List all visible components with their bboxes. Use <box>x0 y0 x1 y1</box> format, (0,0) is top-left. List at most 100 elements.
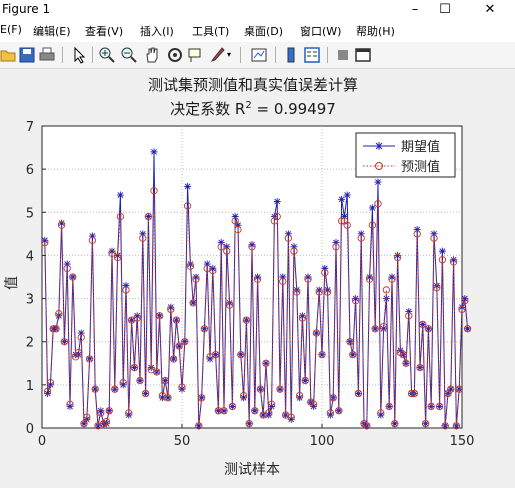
series-2-point <box>315 288 323 296</box>
menu-tools[interactable]: 工具(T) <box>192 25 230 38</box>
series-2-point <box>189 299 197 307</box>
series-2-point <box>427 402 435 411</box>
series-1-point <box>198 394 206 402</box>
series-2-point <box>301 376 309 385</box>
series-1-point <box>396 346 404 354</box>
series-2-point <box>46 379 55 387</box>
colorbar-icon[interactable] <box>282 46 300 64</box>
pan-icon[interactable] <box>143 46 161 64</box>
zoom-out-icon[interactable] <box>120 46 138 64</box>
x-tick-label: 100 <box>310 434 335 449</box>
y-axis-label: 值 <box>4 276 20 290</box>
folder-open-icon[interactable] <box>0 46 18 64</box>
save-icon[interactable] <box>18 46 36 64</box>
series-1-point <box>91 385 99 393</box>
series-1-point <box>461 295 469 303</box>
series-2-point <box>223 247 231 255</box>
series-1-point <box>324 286 332 294</box>
menu-view[interactable]: 查看(V) <box>85 25 124 38</box>
series-2-point <box>279 277 287 285</box>
series-2-point <box>379 322 388 331</box>
series-2-point <box>363 422 371 430</box>
series-2-point <box>298 314 307 322</box>
series-1-point <box>161 377 169 385</box>
series-2-point <box>385 402 393 411</box>
menu-help[interactable]: 帮助(H) <box>356 25 395 38</box>
series-2-point <box>377 409 385 417</box>
series-2-point <box>382 286 391 294</box>
pointer-icon[interactable] <box>70 46 88 64</box>
legend[interactable]: 期望值 预测值 <box>355 132 456 178</box>
menu-insert[interactable]: 插入(I) <box>140 25 174 38</box>
series-2-point <box>136 376 144 385</box>
figure-canvas: 测试集预测值和真实值误差计算 决定系数 R2 = 0.99497 0 50 100 1… <box>0 69 515 484</box>
zoom-in-icon[interactable] <box>98 46 116 64</box>
toolbar: ▾ <box>0 42 515 69</box>
menu-edit[interactable]: 编辑(E) <box>33 25 71 38</box>
series-2-point <box>41 238 49 247</box>
series-2-point <box>197 394 206 402</box>
menu-file[interactable]: E(F) <box>0 23 22 36</box>
close-button[interactable]: ✕ <box>484 2 496 17</box>
series-2-point <box>346 338 354 346</box>
chart-title: 测试集预测值和真实值误差计算 <box>148 76 358 94</box>
brush-icon[interactable] <box>208 46 226 64</box>
x-axis-label: 测试样本 <box>224 462 280 478</box>
minimize-button[interactable]: – <box>411 2 419 17</box>
series-2-point <box>309 400 318 408</box>
series-1-point <box>284 230 292 238</box>
series-1-point <box>111 385 119 393</box>
hide-tools-icon[interactable] <box>334 46 352 64</box>
series-1-point <box>268 402 276 410</box>
brush-dropdown-icon[interactable]: ▾ <box>227 50 232 59</box>
series-2-point <box>293 288 301 296</box>
legend-icon[interactable] <box>303 46 321 64</box>
series-2-point <box>225 301 234 309</box>
print-icon[interactable] <box>38 46 56 64</box>
dock-icon[interactable] <box>354 46 372 64</box>
series-1-point <box>200 325 208 333</box>
series-1-point <box>156 312 164 320</box>
maximize-button[interactable]: ☐ <box>439 2 451 17</box>
series-2-point <box>371 325 379 333</box>
series-2-point <box>141 389 150 398</box>
series-1-point <box>248 241 256 249</box>
series-2-point <box>91 385 99 393</box>
menu-desktop[interactable]: 桌面(D) <box>244 25 284 38</box>
series-1-point <box>430 230 438 238</box>
series-1-point <box>237 351 245 359</box>
series-2-point <box>449 258 458 266</box>
y-tick-label: 4 <box>26 249 34 264</box>
series-2-point <box>421 420 430 428</box>
series-1-point <box>405 308 413 316</box>
series-2-point <box>438 256 447 264</box>
series-2-point <box>245 420 253 428</box>
y-tick-label: 2 <box>26 336 34 351</box>
series-1-point <box>338 195 346 203</box>
series-1-point <box>436 402 444 410</box>
series-1-point <box>391 420 399 428</box>
series-1-point <box>88 232 96 240</box>
series-2-point <box>139 234 147 242</box>
series-1-point <box>178 385 186 393</box>
series-2-point <box>391 420 399 428</box>
link-icon[interactable] <box>250 46 268 64</box>
series-1-point <box>279 273 287 281</box>
series-2-point <box>97 409 105 417</box>
series-1-point <box>276 385 284 393</box>
rotate-icon[interactable] <box>166 46 184 64</box>
menu-window[interactable]: 窗口(W) <box>300 25 342 38</box>
series-2-point <box>125 409 133 417</box>
series-2-point <box>402 359 410 367</box>
series-2-point <box>119 379 127 387</box>
y-tick-label: 3 <box>26 293 34 308</box>
series-1-point <box>312 329 320 337</box>
series-2-point <box>410 389 419 398</box>
series-1-point <box>212 351 220 359</box>
series-1-point <box>326 411 334 419</box>
legend-series-2-label: 预测值 <box>401 159 440 175</box>
series-2-point <box>161 376 169 385</box>
series-2-point <box>354 389 363 398</box>
data-cursor-icon[interactable] <box>186 46 204 64</box>
chart-subtitle: 决定系数 R2 = 0.99497 <box>170 100 336 118</box>
